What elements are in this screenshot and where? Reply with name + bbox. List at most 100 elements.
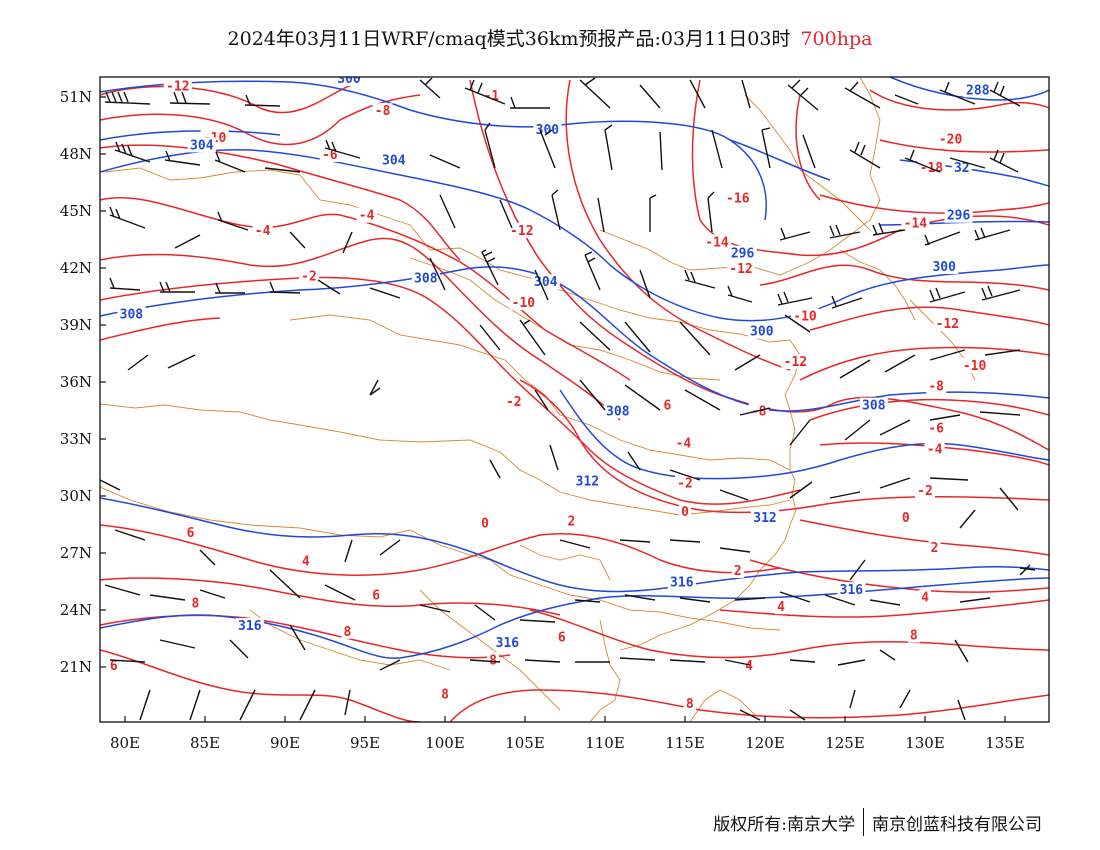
- temperature-label: 8: [441, 688, 449, 703]
- temperature-label-bg: [926, 378, 947, 394]
- temperature-label-bg: [919, 589, 931, 605]
- temperature-label: 4: [921, 591, 929, 606]
- temperature-label: 6: [663, 399, 671, 414]
- y-tick-label: 45N: [60, 202, 92, 220]
- height-label-bg: [411, 270, 440, 286]
- height-label-bg: [837, 582, 866, 597]
- height-label-bg: [603, 403, 632, 419]
- height-label-bg: [187, 137, 216, 153]
- temperature-label: -2: [677, 477, 693, 492]
- temperature-label-bg: [439, 686, 451, 702]
- x-tick-label: 85E: [190, 734, 220, 752]
- height-label-bg: [335, 77, 363, 86]
- height-label-bg: [235, 618, 264, 634]
- temperature-label-bg: [679, 504, 691, 520]
- height-label: 296: [947, 209, 971, 224]
- temperature-label: 4: [302, 555, 310, 570]
- temperature-label: 6: [372, 589, 380, 604]
- copyright-separator: [863, 808, 864, 836]
- temperature-labels: -12-8-6-10-1-4-4-2-12-10-14-16-12-20-18-…: [107, 78, 989, 712]
- x-axis: 80E 85E 90E 95E 100E 105E 110E 115E 120E 125E 130E…: [110, 716, 1025, 752]
- height-label: 316: [840, 583, 864, 598]
- temperature-label-bg: [703, 234, 731, 250]
- temperature-label: 4: [745, 659, 753, 674]
- temperature-label-bg: [370, 587, 383, 603]
- temperature-label: -8: [928, 380, 944, 395]
- temperature-label-bg: [163, 78, 192, 94]
- height-label-bg: [379, 152, 408, 168]
- temperature-label: 6: [110, 659, 118, 674]
- y-tick-label: 48N: [60, 145, 92, 163]
- temperature-label: -14: [904, 216, 928, 231]
- temperature-label-bg: [675, 475, 695, 491]
- temperature-label-bg: [731, 563, 744, 578]
- height-contours: [100, 77, 1049, 659]
- temperature-label: -16: [726, 192, 750, 207]
- temperature-label-bg: [924, 441, 945, 457]
- temperature-label: 6: [187, 526, 195, 541]
- temperature-label-bg: [189, 595, 202, 611]
- height-label-bg: [963, 82, 992, 98]
- x-tick-label: 120E: [745, 734, 785, 752]
- temperature-label-bg: [184, 525, 197, 540]
- height-label-bg: [930, 259, 959, 274]
- temperature-label-bg: [509, 295, 538, 311]
- temperature-label-bg: [503, 393, 524, 409]
- temperature-label-bg: [791, 308, 819, 324]
- y-tick-label: 24N: [60, 601, 92, 619]
- height-label-bg: [573, 473, 602, 489]
- x-tick-label: 95E: [350, 734, 380, 752]
- temperature-label: -12: [936, 317, 959, 332]
- height-label: 300: [750, 325, 774, 340]
- temperature-label: -10: [793, 309, 817, 324]
- height-label-bg: [751, 509, 779, 525]
- temperature-label: -12: [510, 224, 533, 239]
- temperature-label-bg: [960, 357, 989, 373]
- temperature-label-bg: [673, 435, 694, 451]
- temperature-label: 8: [910, 629, 918, 644]
- height-label: 300: [536, 123, 560, 138]
- height-labels: 3003003043043228829630029630030430830830…: [117, 77, 992, 651]
- temperature-label-bg: [565, 513, 578, 529]
- temperature-label-bg: [299, 553, 312, 569]
- temperature-label-bg: [727, 260, 755, 276]
- height-label: 304: [382, 154, 406, 169]
- height-label-bg: [728, 245, 757, 261]
- temperature-label: 0: [902, 511, 910, 526]
- temperature-label-bg: [775, 599, 787, 615]
- y-tick-label: 30N: [60, 487, 92, 505]
- x-tick-label: 105E: [505, 734, 545, 752]
- temperature-label: -6: [928, 422, 944, 437]
- temperature-label-bg: [479, 515, 491, 531]
- height-label-bg: [533, 122, 562, 138]
- title-text: 2024年03月11日WRF/cmaq模式36km预报产品:03月11日03时: [227, 28, 791, 50]
- y-axis: 51N 48N 45N 42N 39N 36N 33N 30N 27N 24N 21N: [60, 88, 106, 676]
- temperature-label-bg: [507, 222, 536, 238]
- temperature-label-bg: [915, 483, 935, 499]
- height-label-bg: [117, 306, 146, 322]
- temperature-label-bg: [683, 696, 696, 711]
- x-tick-label: 135E: [985, 734, 1025, 752]
- height-label: 300: [932, 260, 956, 275]
- temperature-label-bg: [299, 268, 319, 284]
- copyright-owner: 版权所有:南京大学: [713, 814, 855, 835]
- temperature-label-bg: [907, 627, 920, 643]
- temperature-label-bg: [107, 658, 120, 673]
- temperature-label: -2: [506, 395, 522, 410]
- height-label: 308: [120, 308, 144, 323]
- height-label-bg: [667, 574, 696, 590]
- temperature-label: -12: [784, 355, 807, 370]
- temperature-label: -12: [166, 80, 189, 95]
- y-tick-label: 39N: [60, 316, 92, 334]
- height-label: 288: [966, 83, 990, 98]
- y-tick-label: 21N: [60, 658, 92, 676]
- height-label-bg: [944, 207, 973, 223]
- x-tick-label: 125E: [825, 734, 865, 752]
- height-label: 316: [238, 619, 262, 634]
- temperature-label-bg: [555, 629, 568, 645]
- height-label: 32: [954, 161, 970, 176]
- temperature-label: -4: [255, 224, 271, 239]
- y-tick-label: 27N: [60, 544, 92, 562]
- height-label: 308: [606, 404, 630, 419]
- height-label: 316: [670, 575, 694, 590]
